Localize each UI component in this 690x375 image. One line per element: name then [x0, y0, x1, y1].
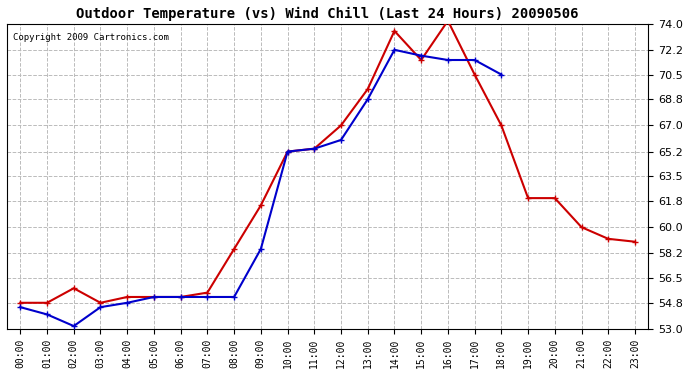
Text: Copyright 2009 Cartronics.com: Copyright 2009 Cartronics.com — [13, 33, 169, 42]
Title: Outdoor Temperature (vs) Wind Chill (Last 24 Hours) 20090506: Outdoor Temperature (vs) Wind Chill (Las… — [77, 7, 579, 21]
